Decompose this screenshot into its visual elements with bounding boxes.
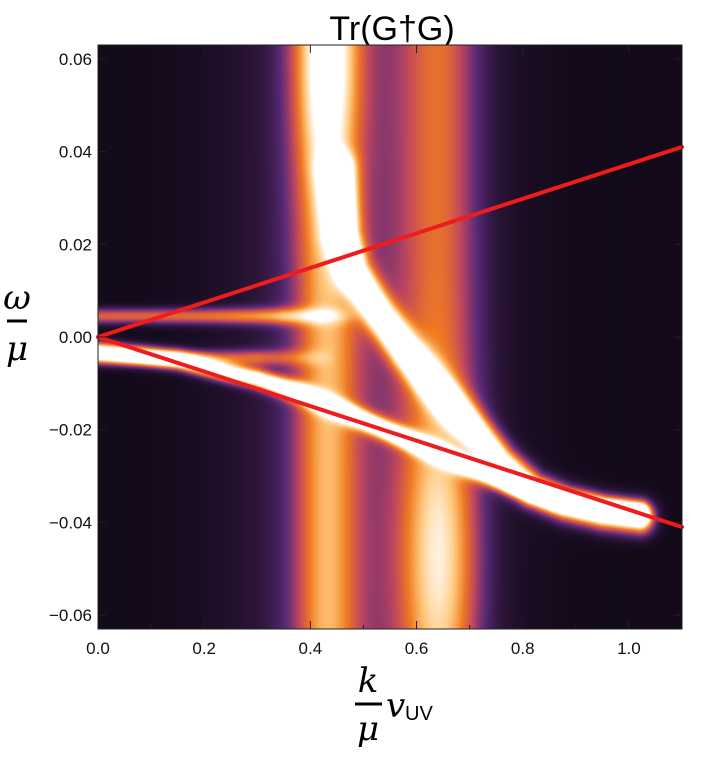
y-axis-label: ω μ	[3, 278, 31, 369]
y-tick-label: −0.02	[49, 421, 92, 440]
red-dispersion-line	[96, 144, 684, 339]
x-label-factor: v	[386, 686, 405, 726]
dispersion-lines	[96, 144, 684, 530]
y-tick-label: −0.04	[49, 513, 92, 532]
y-tick-label: 0.04	[59, 143, 92, 162]
y-tick-label: 0.02	[59, 235, 92, 254]
x-tick-label: 0.2	[192, 639, 216, 658]
heatmap-image	[98, 45, 682, 629]
chart-title: Tr(G†G)	[329, 10, 454, 48]
x-label-numerator: k	[358, 661, 379, 701]
axis-ticks: 0.0 0.2 0.4 0.6 0.8 1.0 0.06 0.04 0.02 0.00 −0.02 −…	[49, 45, 683, 658]
y-label-denominator: μ	[6, 329, 28, 369]
x-tick-label: 0.8	[511, 639, 535, 658]
x-label-factor-subscript: UV	[405, 703, 433, 725]
x-tick-label: 0.4	[299, 639, 323, 658]
x-tick-label: 0.0	[86, 639, 110, 658]
x-axis-label: k μ v UV	[355, 661, 433, 749]
y-tick-label: −0.06	[49, 606, 92, 625]
red-dispersion-line	[96, 335, 684, 530]
x-tick-label: 0.6	[405, 639, 429, 658]
y-label-numerator: ω	[3, 278, 31, 318]
y-tick-label: 0.00	[59, 328, 92, 347]
x-tick-label: 1.0	[617, 639, 641, 658]
x-label-denominator: μ	[357, 709, 379, 749]
heatmap-plot-area	[98, 45, 682, 629]
y-tick-label: 0.06	[59, 50, 92, 69]
